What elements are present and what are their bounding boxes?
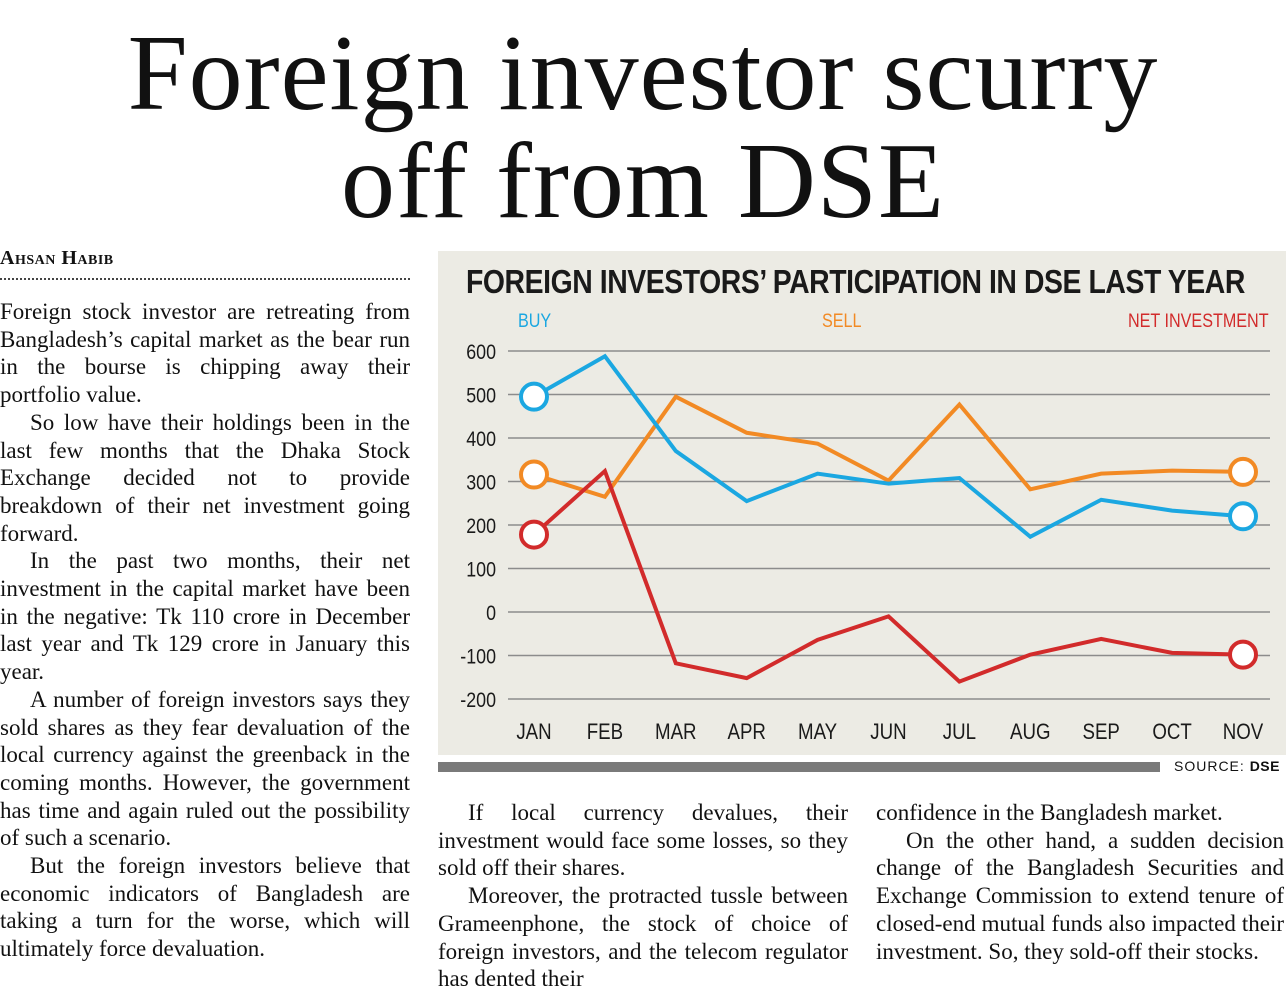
article-column-3: confidence in the Bangladesh market. On … [876,799,1284,965]
headline-line-2: off from DSE [341,122,945,241]
data-point-marker [1228,456,1258,487]
series-line-buy [533,353,1244,540]
line-chart: 600 500 400 300 200 100 0 -100 -200 JAN FEB MAR APR M… [460,341,1270,745]
data-point-marker [519,519,549,550]
source-bar [438,762,1160,772]
series-line-net-investment [532,467,1244,684]
legend-buy: BUY [518,311,552,332]
source-credit: SOURCE: DSE [1174,758,1280,774]
byline-divider [0,278,410,280]
paragraph: In the past two months, their net invest… [0,548,410,685]
x-tick-label: MAR [655,721,697,745]
x-tick-label: NOV [1223,721,1264,745]
chart-title: FOREIGN INVESTORS’ PARTICIPATION IN DSE … [466,263,1245,300]
x-tick-label: SEP [1082,721,1119,745]
y-tick-label: 300 [466,471,496,495]
paragraph: If local currency devalues, their invest… [438,800,848,881]
y-tick-label: 600 [466,341,496,365]
legend-sell: SELL [822,311,862,332]
paragraph: So low have their holdings been in the l… [0,409,410,546]
paragraph: A number of foreign investors says they … [0,686,410,851]
data-point-marker [1228,639,1258,670]
y-tick-label: 0 [486,602,496,626]
source-name: DSE [1249,758,1280,774]
x-tick-label: JAN [516,721,551,745]
headline: Foreign investor scurry off from DSE [0,0,1286,236]
paragraph: But the foreign investors believe that e… [0,853,410,962]
series-line-sell [533,394,1244,500]
x-tick-label: FEB [587,721,623,745]
y-tick-label: 200 [466,515,496,539]
data-point-marker [519,381,549,412]
y-tick-label: -200 [460,689,496,713]
source-label: SOURCE: [1174,758,1245,774]
x-tick-label: JUL [943,721,976,745]
byline: Ahsan Habib [0,247,114,269]
x-tick-label: JUN [870,721,906,745]
x-tick-label: MAY [798,721,837,745]
headline-line-1: Foreign investor scurry [127,14,1159,133]
chart-panel: FOREIGN INVESTORS’ PARTICIPATION IN DSE … [438,251,1286,755]
y-tick-label: 100 [466,558,496,582]
data-point-marker [1228,501,1258,532]
paragraph: confidence in the Bangladesh market. [876,800,1223,825]
x-tick-label: AUG [1010,721,1051,745]
y-tick-label: -100 [460,645,496,669]
legend-net-investment: NET INVESTMENT [1128,311,1269,332]
paragraph: On the other hand, a sudden decision cha… [876,827,1284,964]
x-tick-label: APR [727,721,765,745]
y-tick-label: 400 [466,428,496,452]
y-tick-label: 500 [466,384,496,408]
article-column-2: If local currency devalues, their invest… [438,799,848,993]
article-column-1: Foreign stock investor are retreating fr… [0,298,410,963]
data-point-marker [519,459,549,490]
paragraph: Moreover, the protracted tussle between … [438,883,848,992]
x-tick-label: OCT [1152,721,1191,745]
paragraph: Foreign stock investor are retreating fr… [0,299,410,408]
